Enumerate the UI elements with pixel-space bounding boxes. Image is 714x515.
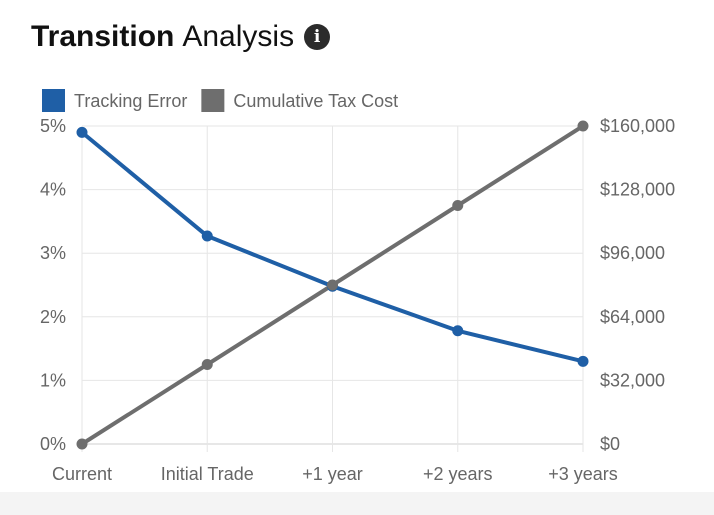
series-point-0 <box>577 355 589 367</box>
series-point-1 <box>76 438 88 450</box>
y-right-tick-label: $96,000 <box>600 243 665 263</box>
series-point-0 <box>201 230 213 242</box>
series-point-0 <box>76 126 88 138</box>
title-rest-word: Analysis <box>182 20 295 53</box>
x-axis: Current Initial Trade +1 year +2 years +3 ye… <box>52 464 618 484</box>
series-point-0 <box>452 325 464 337</box>
legend-label: Cumulative Tax Cost <box>233 91 398 111</box>
x-tick-label: +1 year <box>302 464 363 484</box>
legend-swatch <box>201 89 225 112</box>
chart-legend: Tracking Error Cumulative Tax Cost <box>42 89 398 112</box>
series-point-1 <box>327 279 338 291</box>
y-left-tick-label: 2% <box>40 307 66 327</box>
y-right-tick-label: $64,000 <box>600 307 665 327</box>
title-bold-word: Transition <box>31 20 175 53</box>
series-point-1 <box>577 120 589 132</box>
y-left-tick-label: 0% <box>40 434 66 454</box>
y-right-tick-label: $128,000 <box>600 180 675 200</box>
chart-series <box>76 120 589 450</box>
legend-swatch <box>42 89 65 112</box>
y-axis-left: 0% 1% 2% 3% 4% 5% <box>40 116 66 454</box>
chart-grid <box>81 125 584 452</box>
y-right-tick-label: $160,000 <box>600 116 675 136</box>
x-tick-label: Initial Trade <box>161 464 254 484</box>
x-tick-label: +3 years <box>548 464 618 484</box>
y-left-tick-label: 5% <box>40 116 66 136</box>
y-left-tick-label: 4% <box>40 180 66 200</box>
series-point-1 <box>201 359 213 370</box>
y-axis-right: $0 $32,000 $64,000 $96,000 $128,000 $160,000 <box>600 116 675 454</box>
y-right-tick-label: $0 <box>600 434 620 454</box>
info-icon[interactable]: i <box>304 24 331 50</box>
series-point-1 <box>452 200 464 211</box>
bottom-strip <box>0 492 714 515</box>
x-tick-label: +2 years <box>423 464 493 484</box>
chart-title: Transition Analysis i <box>31 20 331 54</box>
line-chart: Tracking Error Cumulative Tax Cost 0% 1% 2%… <box>40 89 675 484</box>
x-tick-label: Current <box>52 464 112 484</box>
y-left-tick-label: 1% <box>40 370 66 390</box>
y-left-tick-label: 3% <box>40 243 66 263</box>
legend-label: Tracking Error <box>74 91 187 111</box>
y-right-tick-label: $32,000 <box>600 370 665 390</box>
